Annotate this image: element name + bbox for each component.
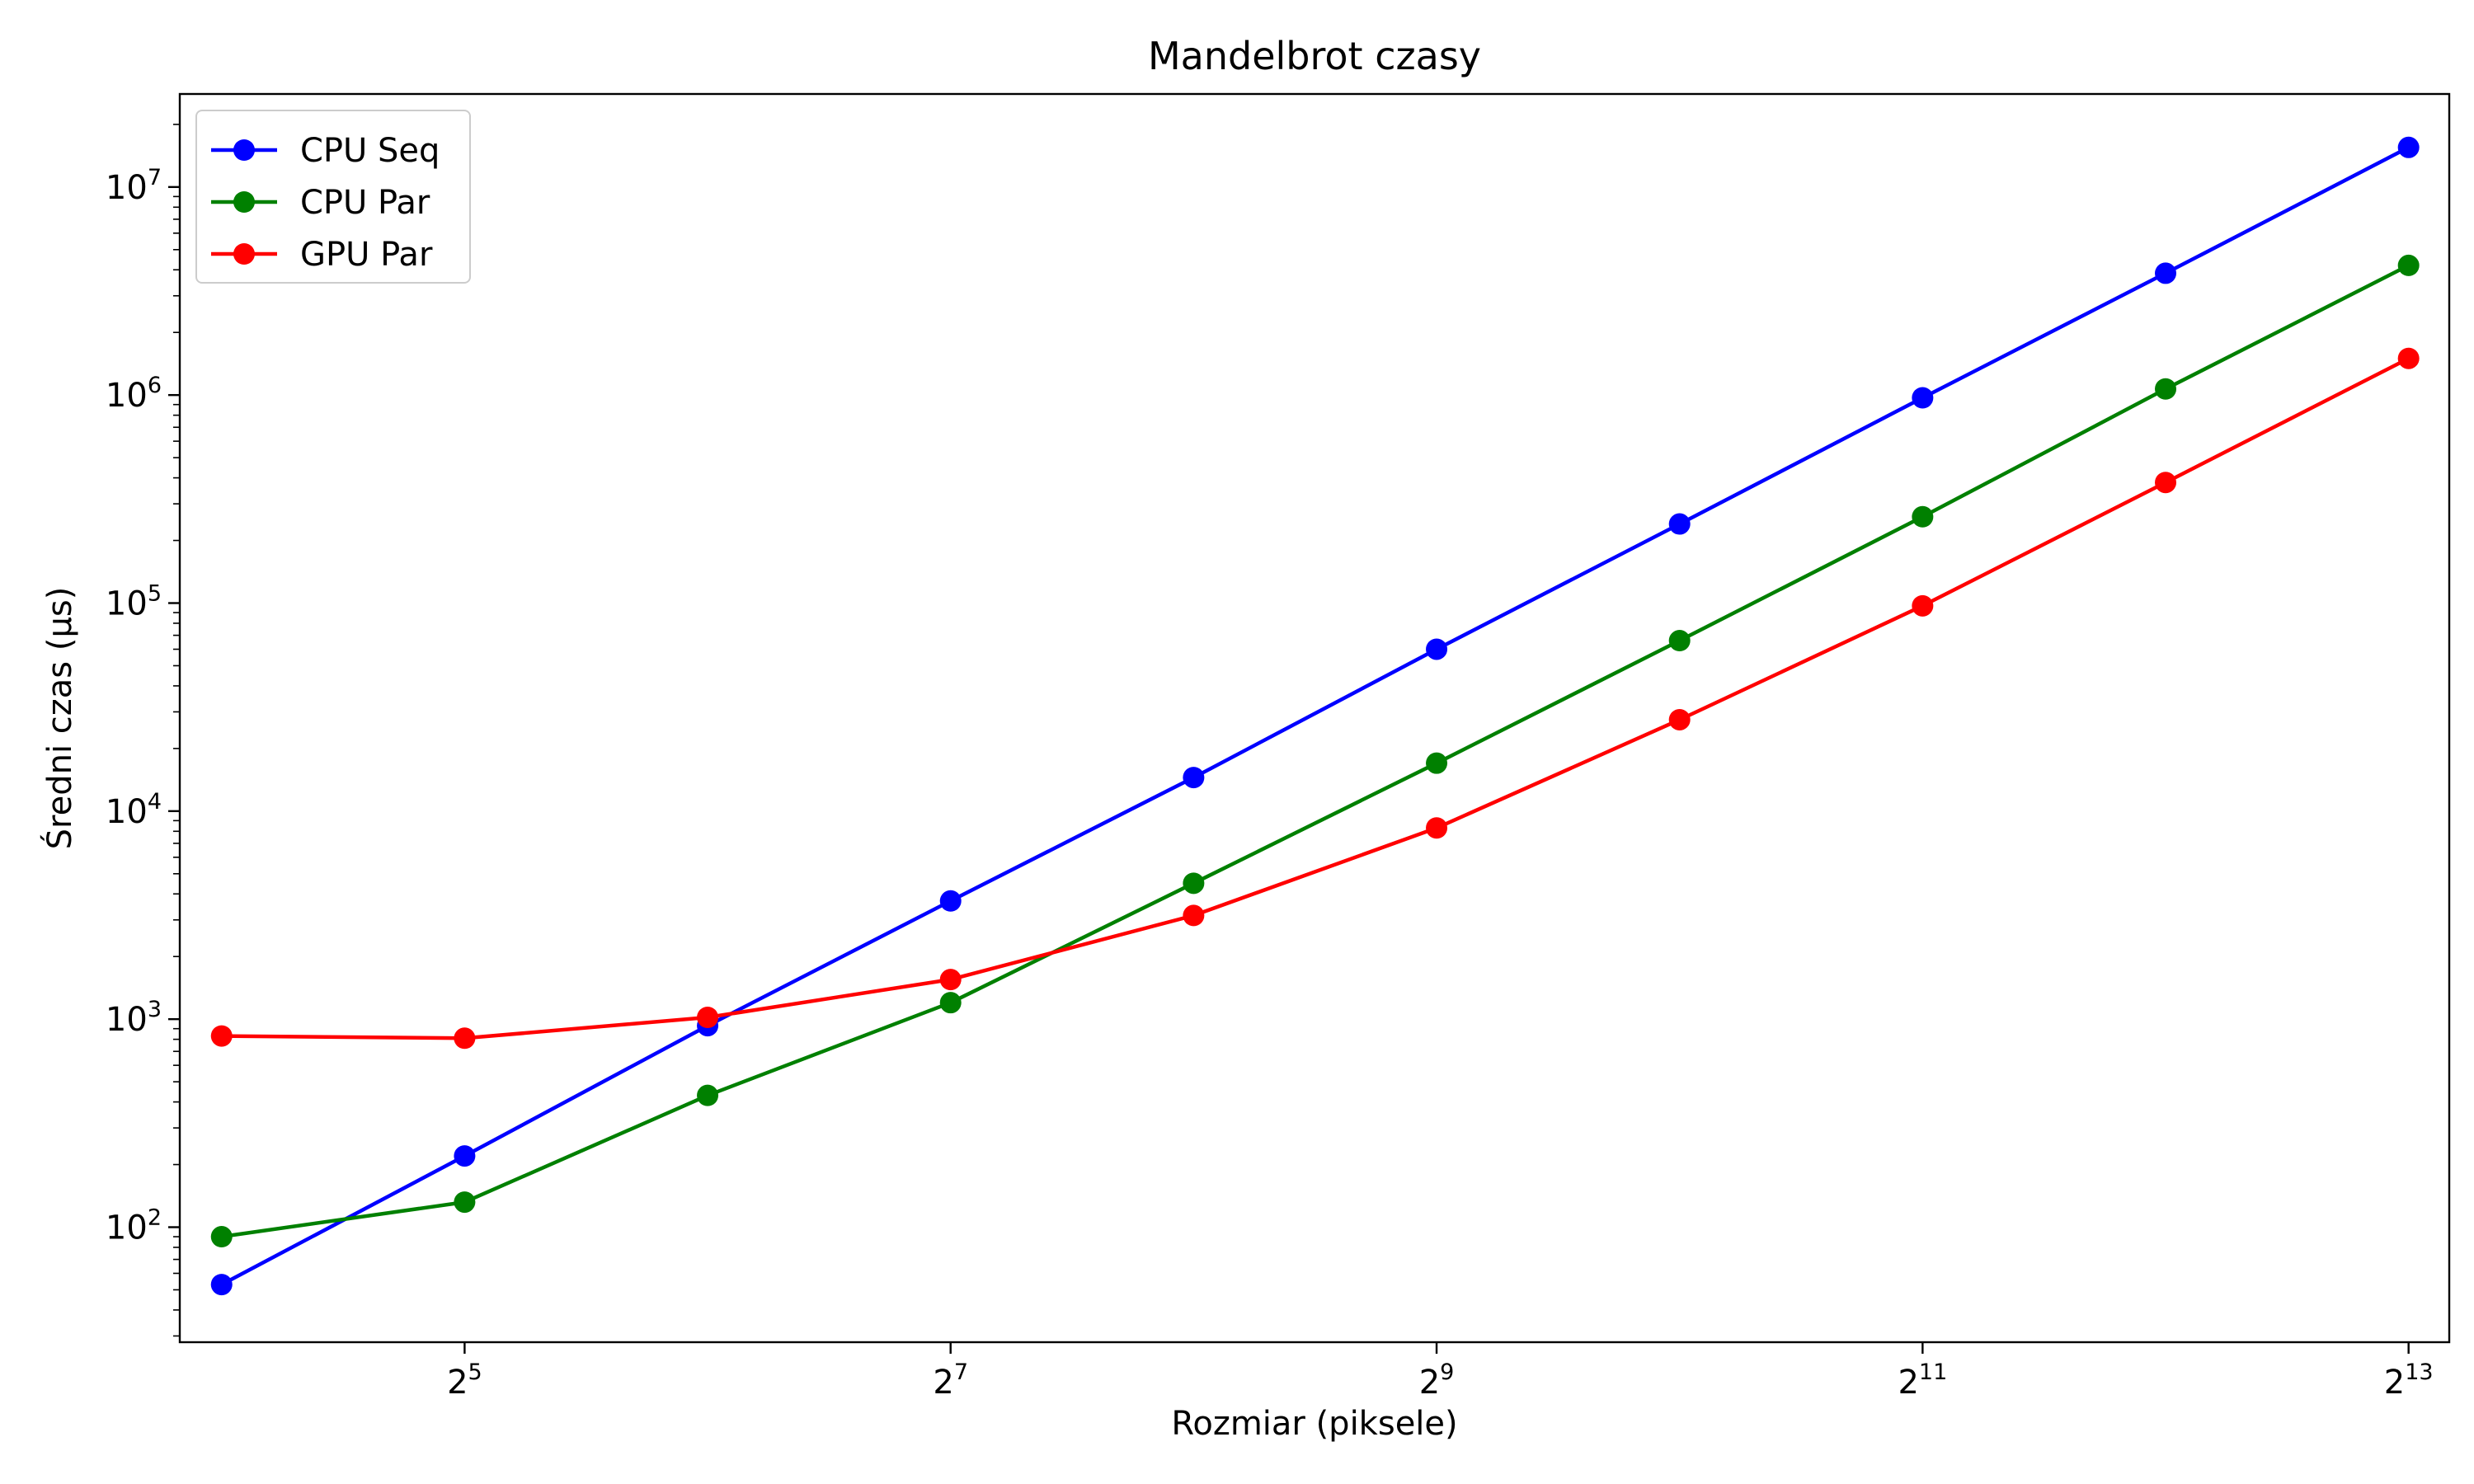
data-point [940, 969, 962, 990]
legend-marker [233, 243, 255, 265]
legend-label: CPU Seq [300, 132, 440, 170]
data-point [211, 1274, 233, 1295]
data-point [1912, 595, 1933, 617]
data-point [1183, 872, 1204, 894]
legend-label: GPU Par [300, 236, 433, 274]
data-point [940, 890, 962, 912]
data-point [697, 1007, 718, 1028]
legend: CPU Seq CPU Par GPU Par [196, 110, 470, 283]
data-point [2398, 137, 2420, 158]
data-point [2155, 378, 2176, 400]
data-point [2398, 255, 2420, 276]
data-point [1183, 904, 1204, 926]
data-point [1912, 506, 1933, 528]
legend-label: CPU Par [300, 184, 430, 222]
x-axis-label: Rozmiar (piksele) [1171, 1405, 1457, 1443]
data-point [454, 1145, 475, 1167]
data-point [940, 992, 962, 1013]
data-point [211, 1026, 233, 1047]
data-point [1669, 709, 1691, 730]
data-point [1912, 387, 1933, 409]
data-point [1426, 753, 1447, 774]
data-point [1183, 767, 1204, 788]
data-point [454, 1027, 475, 1049]
data-point [2155, 472, 2176, 493]
data-point [1426, 638, 1447, 660]
data-point [1669, 514, 1691, 535]
data-point [454, 1191, 475, 1213]
data-point [1669, 630, 1691, 651]
chart-title: Mandelbrot czasy [1148, 34, 1481, 78]
data-point [2398, 348, 2420, 369]
data-point [2155, 262, 2176, 284]
legend-marker [233, 139, 255, 161]
data-point [211, 1226, 233, 1247]
legend-marker [233, 191, 255, 213]
data-point [1426, 817, 1447, 838]
y-axis-label: Średni czas (µs) [40, 587, 79, 850]
data-point [697, 1085, 718, 1106]
